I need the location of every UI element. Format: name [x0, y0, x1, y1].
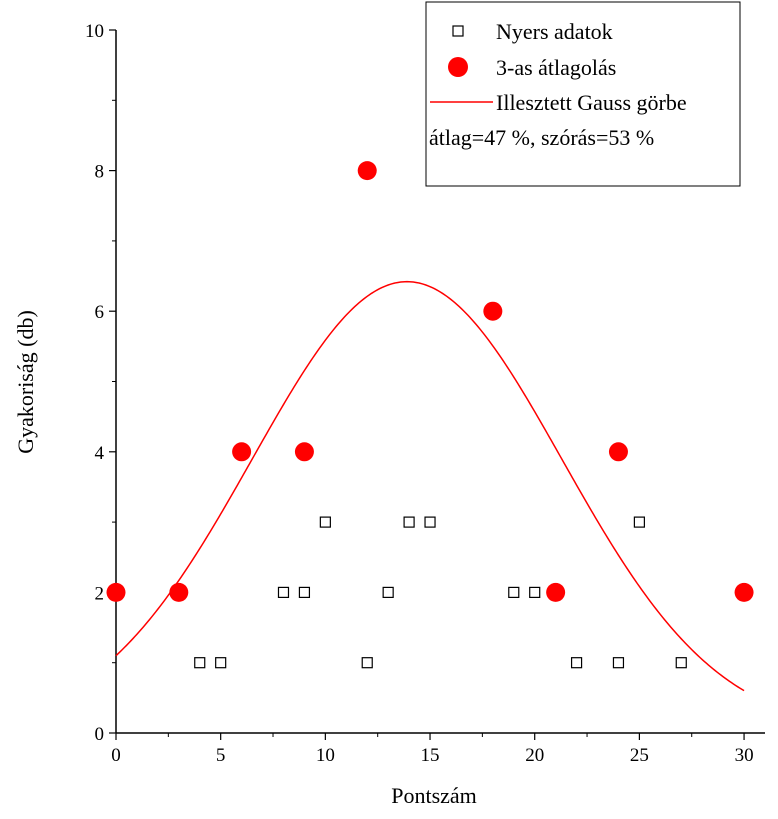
- legend-box: [425, 1, 741, 187]
- raw-data-point: [424, 516, 436, 528]
- average-data-point: [169, 582, 189, 602]
- raw-data-point: [633, 516, 645, 528]
- legend-marker-raw: [452, 25, 464, 37]
- y-axis-ticks: 0 2 4 6 8 10: [85, 21, 116, 745]
- average-data-point: [294, 442, 314, 462]
- raw-data-point: [529, 586, 541, 599]
- raw-data-point: [612, 657, 625, 669]
- average-data-point: [357, 161, 377, 181]
- raw-data-point: [382, 586, 394, 599]
- y-tick-label: 8: [95, 162, 105, 183]
- legend-label-average: 3-as átlagolás: [496, 55, 616, 80]
- raw-data-point: [298, 586, 311, 599]
- average-data-point: [232, 442, 252, 462]
- legend-marker-average: [448, 57, 468, 77]
- raw-data-point: [194, 657, 206, 669]
- legend-label-gauss: Illesztett Gauss görbe: [496, 90, 687, 115]
- y-tick-label: 0: [95, 724, 105, 745]
- legend-label-raw: Nyers adatok: [496, 19, 613, 44]
- legend-annotation: átlag=47 %, szórás=53 %: [429, 125, 654, 150]
- x-tick-label: 10: [316, 745, 335, 766]
- x-tick-label: 15: [421, 745, 440, 766]
- x-tick-label: 0: [111, 745, 121, 766]
- y-tick-label: 10: [85, 21, 104, 42]
- y-tick-label: 4: [95, 443, 105, 464]
- x-tick-label: 5: [216, 745, 226, 766]
- gauss-curve-layer: [115, 280, 745, 692]
- y-axis-title: Gyakoriság (db): [13, 310, 38, 454]
- raw-data-point: [361, 657, 373, 669]
- average-data-point: [608, 442, 628, 462]
- y-tick-label: 2: [95, 583, 105, 604]
- raw-data-point: [215, 657, 227, 669]
- gauss-curve-line: [115, 280, 745, 692]
- raw-data-point: [675, 657, 687, 669]
- average-data-layer: [106, 161, 754, 602]
- average-data-point: [483, 301, 503, 321]
- raw-data-point: [570, 657, 583, 669]
- legend: Nyers adatok 3-as átlagolás Illesztett G…: [425, 1, 741, 187]
- raw-data-point: [403, 516, 415, 528]
- raw-data-point: [319, 516, 331, 528]
- raw-data-point: [508, 586, 520, 599]
- average-data-point: [734, 582, 754, 602]
- x-axis-title: Pontszám: [391, 783, 477, 808]
- x-tick-label: 30: [735, 745, 754, 766]
- y-tick-label: 6: [95, 302, 105, 323]
- x-tick-label: 25: [630, 745, 649, 766]
- average-data-point: [546, 582, 566, 602]
- average-data-point: [106, 582, 126, 602]
- raw-data-point: [277, 586, 290, 599]
- raw-data-layer: [194, 516, 687, 669]
- x-axis-ticks: 0 5 10 15 20 25 30: [111, 733, 754, 766]
- x-tick-label: 20: [525, 745, 544, 766]
